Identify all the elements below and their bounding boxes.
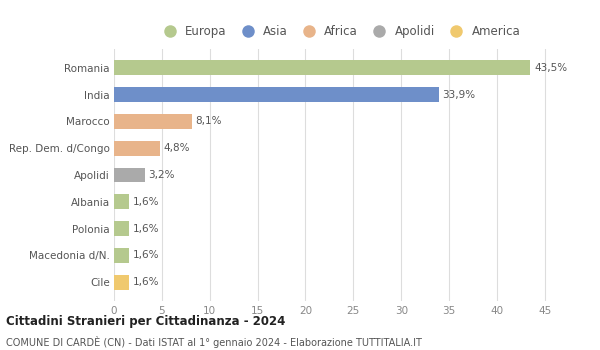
Legend: Europa, Asia, Africa, Apolidi, America: Europa, Asia, Africa, Apolidi, America (158, 25, 520, 38)
Bar (114, 114, 191, 129)
Bar (114, 87, 439, 102)
Bar (114, 168, 145, 182)
Bar (114, 61, 530, 75)
Text: 43,5%: 43,5% (535, 63, 568, 73)
Text: 1,6%: 1,6% (133, 250, 160, 260)
Bar (114, 221, 130, 236)
Text: 1,6%: 1,6% (133, 277, 160, 287)
Bar (114, 195, 130, 209)
Text: Cittadini Stranieri per Cittadinanza - 2024: Cittadini Stranieri per Cittadinanza - 2… (6, 315, 286, 328)
Text: 3,2%: 3,2% (148, 170, 175, 180)
Text: 1,6%: 1,6% (133, 224, 160, 233)
Text: COMUNE DI CARDÈ (CN) - Dati ISTAT al 1° gennaio 2024 - Elaborazione TUTTITALIA.I: COMUNE DI CARDÈ (CN) - Dati ISTAT al 1° … (6, 336, 422, 348)
Bar (114, 248, 130, 263)
Bar (114, 275, 130, 289)
Text: 4,8%: 4,8% (164, 143, 190, 153)
Bar (114, 141, 160, 155)
Text: 8,1%: 8,1% (196, 117, 222, 126)
Text: 33,9%: 33,9% (442, 90, 476, 100)
Text: 1,6%: 1,6% (133, 197, 160, 207)
